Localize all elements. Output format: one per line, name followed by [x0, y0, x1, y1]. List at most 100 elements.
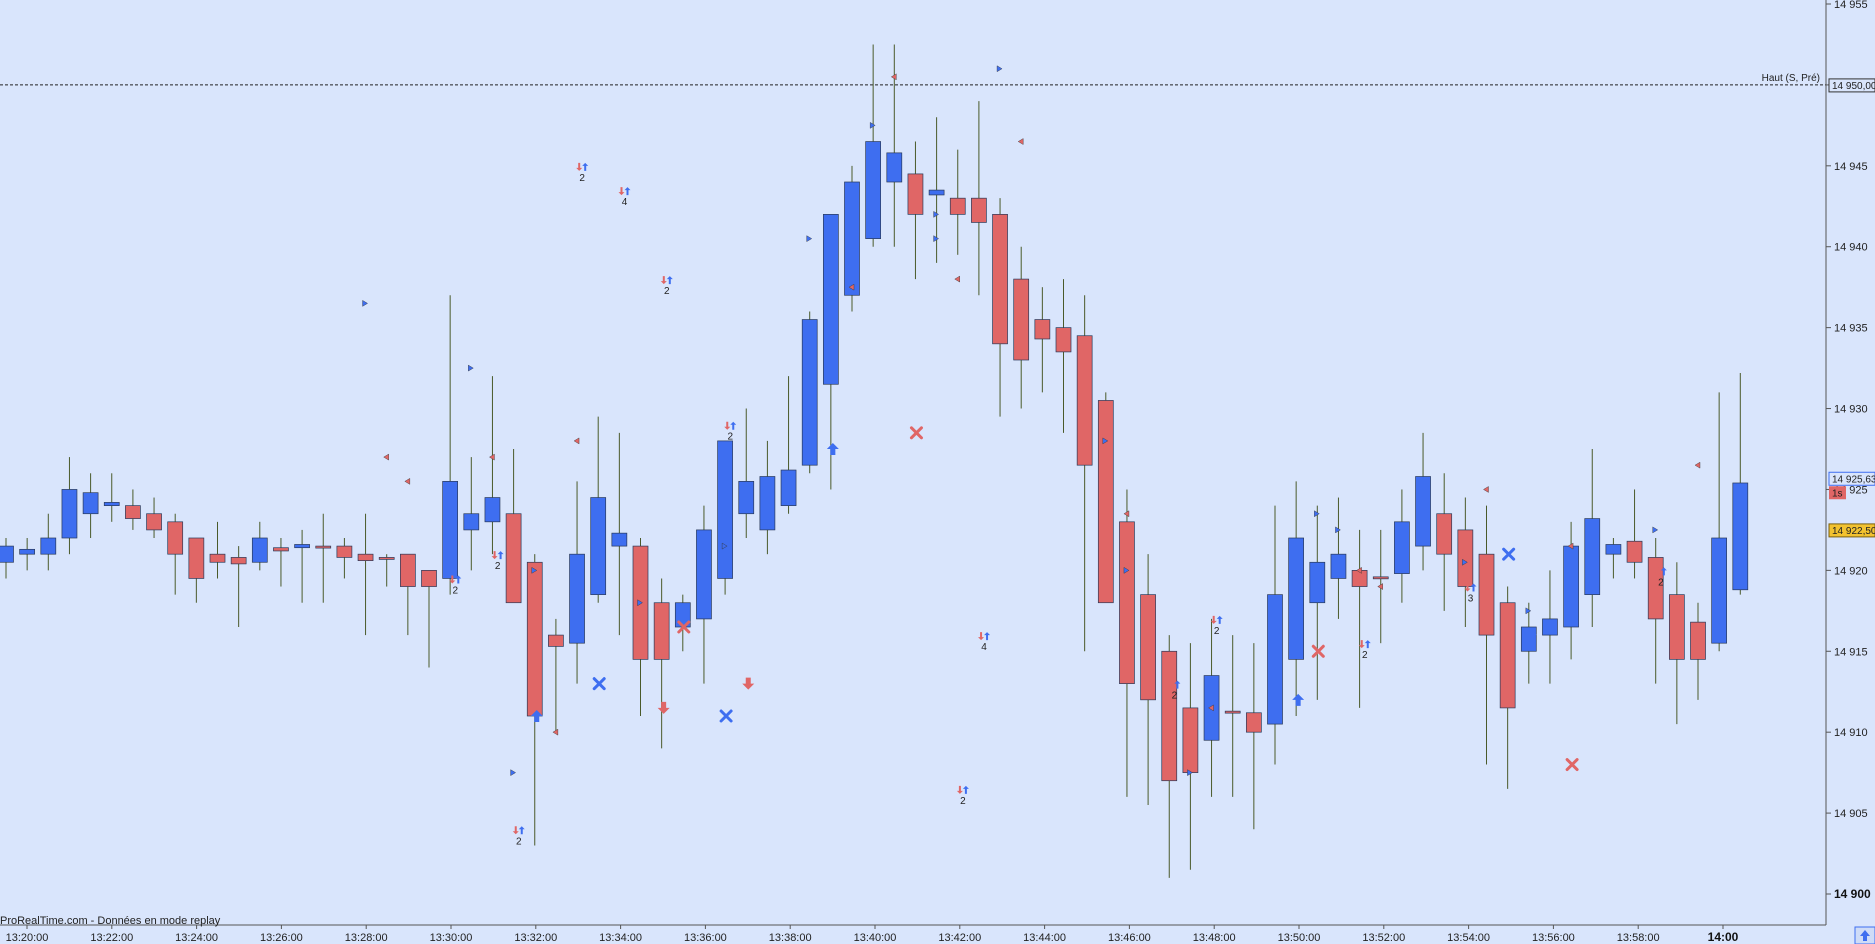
candle[interactable] [1626, 489, 1643, 579]
sell-arrow-icon [890, 73, 897, 81]
candle[interactable] [907, 141, 924, 280]
close-cross-icon [677, 620, 691, 634]
time-tick-label: 13:20:00 [6, 932, 49, 944]
candle[interactable] [801, 311, 818, 474]
candle[interactable] [230, 546, 247, 627]
candle[interactable] [1055, 279, 1072, 433]
candle[interactable] [1076, 295, 1093, 652]
sell-mini-icon [1654, 567, 1661, 576]
buy-mini-icon [666, 276, 673, 285]
candle[interactable] [1330, 497, 1347, 619]
candle[interactable] [759, 440, 776, 555]
candle[interactable] [251, 521, 268, 571]
candle[interactable] [1288, 481, 1305, 716]
candle-body [1394, 521, 1410, 574]
candle[interactable] [294, 529, 310, 603]
candle[interactable] [1245, 643, 1262, 830]
candle[interactable] [400, 553, 416, 636]
candle[interactable] [1457, 497, 1474, 627]
candle[interactable] [865, 44, 882, 247]
candle[interactable] [273, 538, 289, 587]
candle[interactable] [611, 432, 628, 636]
candle[interactable] [378, 554, 395, 587]
candle[interactable] [146, 497, 162, 538]
close-cross-icon [1311, 644, 1325, 658]
candle[interactable] [1436, 473, 1453, 611]
candle[interactable] [103, 473, 120, 522]
candle[interactable] [1119, 489, 1135, 797]
candle[interactable] [1013, 246, 1030, 409]
candle[interactable] [505, 449, 522, 604]
candle[interactable] [167, 513, 184, 595]
candle-body [82, 492, 99, 515]
candle[interactable] [822, 214, 839, 490]
candle[interactable] [780, 376, 797, 514]
candle-body [357, 553, 374, 562]
candle[interactable] [1668, 562, 1685, 725]
candle[interactable] [548, 618, 564, 733]
candle[interactable] [1224, 635, 1241, 797]
candle[interactable] [188, 537, 205, 603]
candle[interactable] [463, 457, 480, 571]
candle[interactable] [526, 554, 543, 846]
axis-settings-icon[interactable] [1854, 926, 1875, 944]
candle[interactable] [421, 570, 437, 668]
trade-count-label: 2 [495, 561, 501, 572]
candle[interactable] [336, 538, 353, 579]
candle[interactable] [844, 165, 860, 312]
candle-body [780, 469, 797, 506]
candle[interactable] [357, 513, 374, 636]
candle-body [400, 553, 416, 587]
candle[interactable] [1732, 372, 1749, 595]
candle[interactable] [1605, 538, 1622, 579]
candle-body [294, 544, 310, 549]
candle-body [1140, 594, 1156, 701]
candle[interactable] [82, 473, 99, 538]
candle[interactable] [315, 513, 332, 603]
candle[interactable] [1542, 570, 1558, 684]
candle[interactable] [19, 538, 35, 571]
candle[interactable] [653, 578, 670, 749]
candle-body [611, 532, 628, 547]
price-tick-label: 14 945 [1834, 161, 1868, 173]
candle[interactable] [738, 408, 755, 538]
candle[interactable] [1415, 432, 1431, 571]
candle[interactable] [696, 505, 712, 684]
candle[interactable] [1690, 602, 1706, 700]
candle[interactable] [949, 149, 966, 255]
candle[interactable] [1478, 505, 1495, 765]
candle[interactable] [1499, 586, 1516, 789]
time-axis[interactable]: 13:20:00 13:22:00 13:24:00 13:26:00 13:28:00… [6, 925, 1739, 944]
candle[interactable] [1182, 643, 1199, 870]
buy-arrow-icon [869, 122, 876, 129]
candle[interactable] [1309, 505, 1326, 700]
candle-body [1245, 712, 1262, 733]
candle[interactable] [442, 295, 458, 595]
candle[interactable] [717, 440, 733, 595]
candle[interactable] [1584, 449, 1601, 627]
candle[interactable] [1097, 392, 1114, 604]
candle[interactable] [209, 521, 226, 579]
candle[interactable] [971, 101, 987, 296]
candle[interactable] [1394, 489, 1410, 603]
sell-arrow-icon [1694, 461, 1701, 469]
candle[interactable] [569, 481, 585, 684]
candle[interactable] [125, 489, 141, 530]
candle[interactable] [1034, 287, 1051, 393]
candle[interactable] [1351, 529, 1368, 708]
candle[interactable] [1161, 635, 1178, 878]
sell-mini-icon [1358, 640, 1365, 649]
trade-count-label: 2 [1214, 626, 1220, 637]
candle[interactable] [590, 416, 607, 603]
candle[interactable] [1711, 392, 1728, 652]
sell-arrow-icon [573, 437, 580, 445]
candle-body [844, 181, 860, 296]
candle[interactable] [0, 538, 14, 579]
candle[interactable] [484, 376, 501, 555]
candle[interactable] [1267, 505, 1283, 765]
candle[interactable] [40, 513, 57, 571]
candle[interactable] [61, 457, 78, 555]
candle[interactable] [992, 198, 1008, 417]
candle[interactable] [1140, 554, 1156, 805]
